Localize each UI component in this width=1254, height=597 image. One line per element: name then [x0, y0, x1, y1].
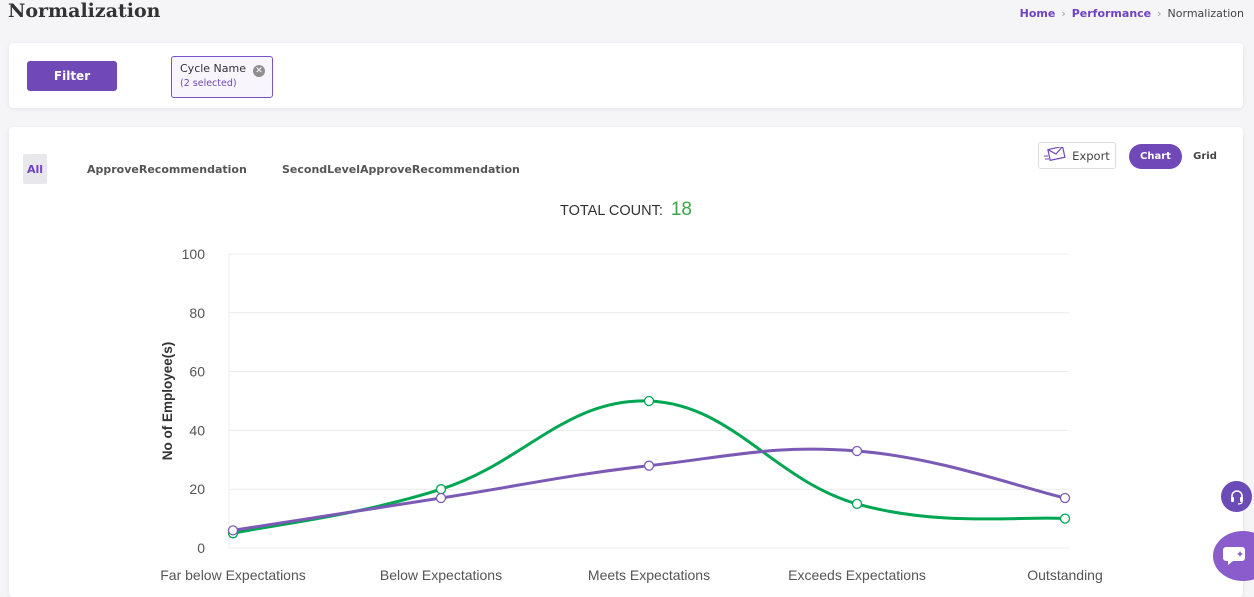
breadcrumb-current: Normalization	[1167, 7, 1244, 20]
breadcrumb-home[interactable]: Home	[1019, 7, 1056, 20]
series-2-point	[851, 445, 863, 457]
tab-approve-recommendation[interactable]: ApproveRecommendation	[87, 162, 247, 176]
filter-panel: Filter Cycle Name (2 selected) ✕	[9, 43, 1243, 108]
tab-second-level-approve-recommendation[interactable]: SecondLevelApproveRecommendation	[282, 162, 520, 176]
chevron-right-icon: ›	[1061, 7, 1066, 20]
series-1-point	[643, 395, 655, 407]
total-count-value: 18	[670, 199, 692, 220]
total-count: TOTAL COUNT: 18	[9, 199, 1243, 221]
close-circle-icon[interactable]: ✕	[253, 65, 265, 77]
x-tick-label: Meets Expectations	[588, 567, 710, 583]
view-toggle-chart[interactable]: Chart	[1129, 144, 1182, 169]
y-tick-label: 100	[182, 246, 206, 262]
series-2-point	[227, 525, 239, 536]
series-2-point	[1059, 492, 1071, 504]
total-count-label: TOTAL COUNT:	[560, 203, 663, 219]
y-tick-label: 20	[189, 481, 205, 497]
x-tick-label: Far below Expectations	[160, 567, 306, 583]
view-toggle-grid[interactable]: Grid	[1193, 151, 1217, 162]
headset-icon[interactable]	[1221, 481, 1252, 512]
breadcrumb-performance[interactable]: Performance	[1071, 7, 1152, 20]
y-tick-label: 60	[189, 364, 205, 380]
y-axis-title: No of Employee(s)	[160, 342, 175, 461]
series-1-point	[851, 498, 863, 510]
export-button[interactable]: Export	[1038, 142, 1116, 169]
series-1-point	[1059, 513, 1071, 524]
chip-selected-count: (2 selected)	[180, 78, 237, 89]
cycle-name-filter-chip[interactable]: Cycle Name (2 selected) ✕	[171, 56, 273, 98]
y-tick-label: 40	[189, 422, 205, 438]
x-tick-label: Exceeds Expectations	[788, 567, 926, 583]
breadcrumb: Home › Performance › Normalization	[1020, 7, 1244, 20]
series-2-point	[643, 460, 655, 471]
series-2-point	[435, 492, 447, 504]
page-title: Normalization	[8, 0, 161, 22]
x-tick-label: Below Expectations	[380, 567, 502, 583]
y-tick-label: 80	[189, 305, 205, 321]
performance-distribution-chart: 0 20 40 60 80 100 Far below Expectations Below …	[160, 246, 1103, 583]
y-tick-label: 0	[197, 540, 205, 556]
x-tick-label: Outstanding	[1027, 567, 1103, 583]
filter-button[interactable]: Filter	[27, 61, 117, 91]
export-label: Export	[1072, 148, 1110, 163]
chevron-right-icon: ›	[1157, 7, 1162, 20]
tab-all[interactable]: All	[23, 154, 47, 184]
envelope-icon	[1044, 145, 1066, 164]
chart-panel: All ApproveRecommendation SecondLevelApp…	[9, 127, 1243, 597]
chip-title: Cycle Name	[180, 62, 247, 75]
series-1-point	[435, 484, 447, 495]
chat-icon[interactable]	[1213, 531, 1254, 581]
